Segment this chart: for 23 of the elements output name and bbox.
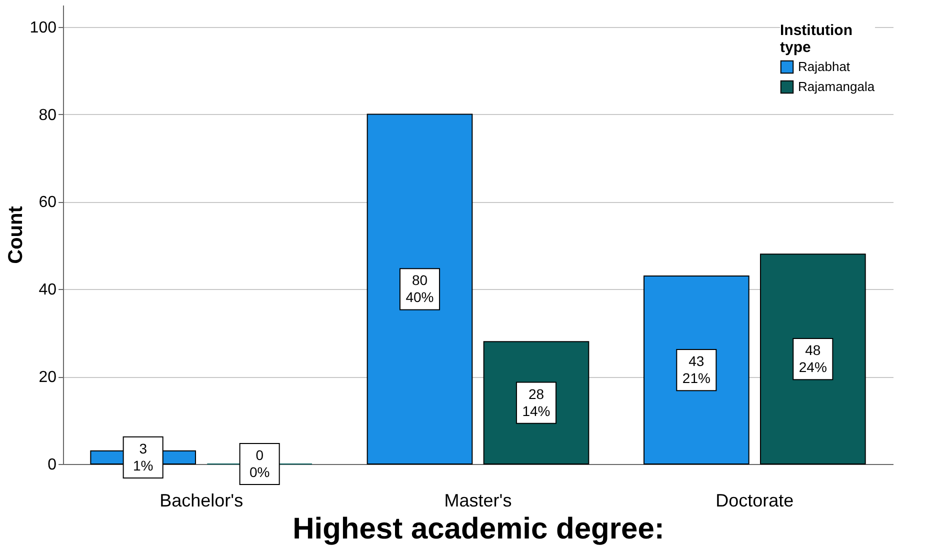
x-tick-label: Bachelor's xyxy=(160,490,244,510)
data-label: 43 21% xyxy=(682,353,710,386)
y-tick-label: 80 xyxy=(38,106,57,124)
legend-label: Rajamangala xyxy=(798,79,876,94)
data-label: 3 1% xyxy=(132,440,154,474)
x-axis-title: Highest academic degree: xyxy=(292,512,664,546)
y-tick-label: 20 xyxy=(38,369,57,386)
legend-label: Rajabhat xyxy=(798,59,850,74)
y-axis-title: Count xyxy=(4,206,27,264)
bar xyxy=(760,254,866,464)
x-tick-label: Doctorate xyxy=(716,490,794,510)
y-tick-label: 40 xyxy=(38,282,57,299)
y-tick-label: 100 xyxy=(30,19,57,36)
bar xyxy=(366,114,473,464)
data-label: 0 0% xyxy=(249,447,270,480)
data-label: 48 24% xyxy=(798,342,827,376)
x-tick-label: Master's xyxy=(444,490,512,510)
data-label: 80 40% xyxy=(406,272,434,306)
bar xyxy=(644,276,750,464)
y-tick-label: 0 xyxy=(48,456,57,474)
legend-title: Institution type xyxy=(780,22,852,56)
data-label: 28 14% xyxy=(522,386,550,419)
y-tick-label: 60 xyxy=(38,194,57,212)
